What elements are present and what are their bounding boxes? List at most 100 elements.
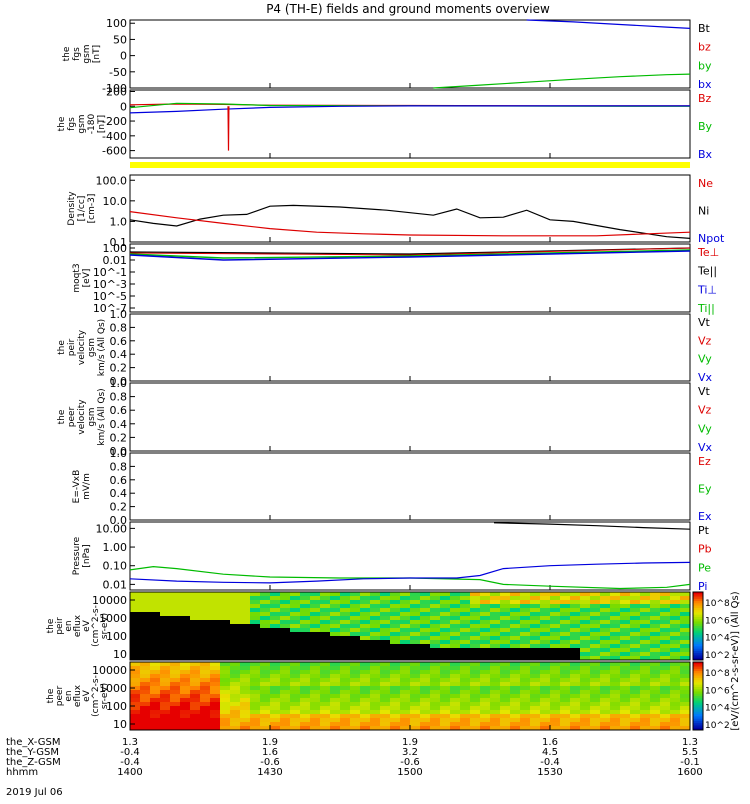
spectrogram-cell — [230, 636, 241, 641]
spectrogram-cell — [230, 702, 241, 707]
spectrogram-cell — [490, 648, 501, 653]
spectrogram-cell — [430, 620, 441, 625]
spectrogram-cell — [380, 636, 391, 641]
spectrogram-cell — [450, 596, 461, 601]
spectrogram-cell — [260, 690, 271, 695]
spectrogram-cell — [560, 596, 571, 601]
spectrogram-cell — [650, 628, 661, 633]
y-axis-label: the — [46, 618, 56, 633]
spectrogram-cell — [550, 682, 561, 687]
spectrogram-cell — [450, 722, 461, 727]
spectrogram-cell — [260, 718, 271, 723]
spectrogram-cell — [550, 640, 561, 645]
y-axis-label: gsm — [82, 44, 92, 63]
spectrogram-cell — [480, 698, 491, 703]
spectrogram-cell — [350, 726, 361, 731]
spectrogram-cell — [530, 722, 541, 727]
y-tick-label: 0.1 — [110, 236, 128, 249]
spectrogram-cell — [170, 616, 181, 621]
spectrogram-cell — [480, 706, 491, 711]
colorbar-cell — [693, 686, 703, 690]
y-axis-label: velocity — [77, 329, 87, 365]
spectrogram-cell — [170, 652, 181, 657]
spectrogram-cell — [560, 608, 571, 613]
spectrogram-cell — [410, 636, 421, 641]
spectrogram-cell — [490, 702, 501, 707]
spectrogram-cell — [450, 636, 461, 641]
spectrogram-cell — [280, 644, 291, 649]
spectrogram-cell — [390, 640, 401, 645]
spectrogram-cell — [530, 710, 541, 715]
spectrogram-cell — [190, 628, 201, 633]
spectrogram-cell — [590, 624, 601, 629]
spectrogram-cell — [610, 644, 621, 649]
spectrogram-cell — [410, 644, 421, 649]
spectrogram-cell — [170, 596, 181, 601]
y-axis-label: eflux — [73, 614, 83, 637]
spectrogram-cell — [270, 628, 281, 633]
spectrogram-cell — [490, 616, 501, 621]
y-tick-label: 0.4 — [110, 418, 128, 431]
spectrogram-cell — [500, 604, 511, 609]
spectrogram-cell — [330, 592, 341, 597]
spectrogram-cell — [470, 620, 481, 625]
spectrogram-cell — [240, 678, 251, 683]
spectrogram-cell — [680, 628, 691, 633]
spectrogram-cell — [460, 722, 471, 727]
spectrogram-cell — [160, 632, 171, 637]
spectrogram-cell — [370, 628, 381, 633]
spectrogram-cell — [570, 718, 581, 723]
spectrogram-cell — [580, 632, 591, 637]
spectrogram-cell — [350, 686, 361, 691]
spectrogram-cell — [480, 632, 491, 637]
spectrogram-cell — [610, 612, 621, 617]
spectrogram-cell — [240, 710, 251, 715]
spectrogram-cell — [410, 608, 421, 613]
spectrogram-cell — [490, 596, 501, 601]
y-axis-label: the — [62, 46, 72, 61]
spectrogram-cell — [270, 592, 281, 597]
spectrogram-cell — [590, 662, 601, 667]
spectrogram-cell — [460, 612, 471, 617]
spectrogram-cell — [270, 694, 281, 699]
spectrogram-cell — [280, 620, 291, 625]
spectrogram-cell — [660, 652, 671, 657]
spectrogram-cell — [590, 694, 601, 699]
spectrogram-cell — [600, 640, 611, 645]
spectrogram-cell — [370, 624, 381, 629]
spectrogram-cell — [250, 690, 261, 695]
spectrogram-cell — [370, 616, 381, 621]
spectrogram-cell — [560, 624, 571, 629]
spectrogram-cell — [360, 620, 371, 625]
spectrogram-cell — [560, 666, 571, 671]
spectrogram-cell — [420, 694, 431, 699]
colorbar-cell — [693, 610, 703, 613]
spectrogram-cell — [180, 656, 191, 661]
spectrogram-cell — [460, 628, 471, 633]
spectrogram-cell — [630, 648, 641, 653]
y-axis-label: E=-VxB — [72, 470, 82, 504]
spectrogram-cell — [220, 652, 231, 657]
spectrogram-cell — [440, 682, 451, 687]
spectrogram-cell — [470, 662, 481, 667]
spectrogram-cell — [490, 604, 501, 609]
orbit-value: 3.2 — [402, 747, 418, 758]
spectrogram-cell — [670, 624, 681, 629]
spectrogram-cell — [650, 592, 661, 597]
spectrogram-cell — [600, 592, 611, 597]
spectrogram-cell — [380, 644, 391, 649]
spectrogram-cell — [440, 706, 451, 711]
spectrogram-cell — [230, 706, 241, 711]
series-Ne — [129, 211, 691, 237]
spectrogram-cell — [670, 652, 681, 657]
colorbar-cell — [693, 650, 703, 654]
spectrogram-cell — [190, 682, 201, 687]
spectrogram-cell — [670, 670, 681, 675]
spectrogram-cell — [600, 702, 611, 707]
spectrogram-cell — [200, 674, 211, 679]
spectrogram-cell — [520, 682, 531, 687]
spectrogram-cell — [320, 686, 331, 691]
spectrogram-cell — [320, 690, 331, 695]
spectrogram-cell — [420, 612, 431, 617]
spectrogram-cell — [220, 694, 231, 699]
